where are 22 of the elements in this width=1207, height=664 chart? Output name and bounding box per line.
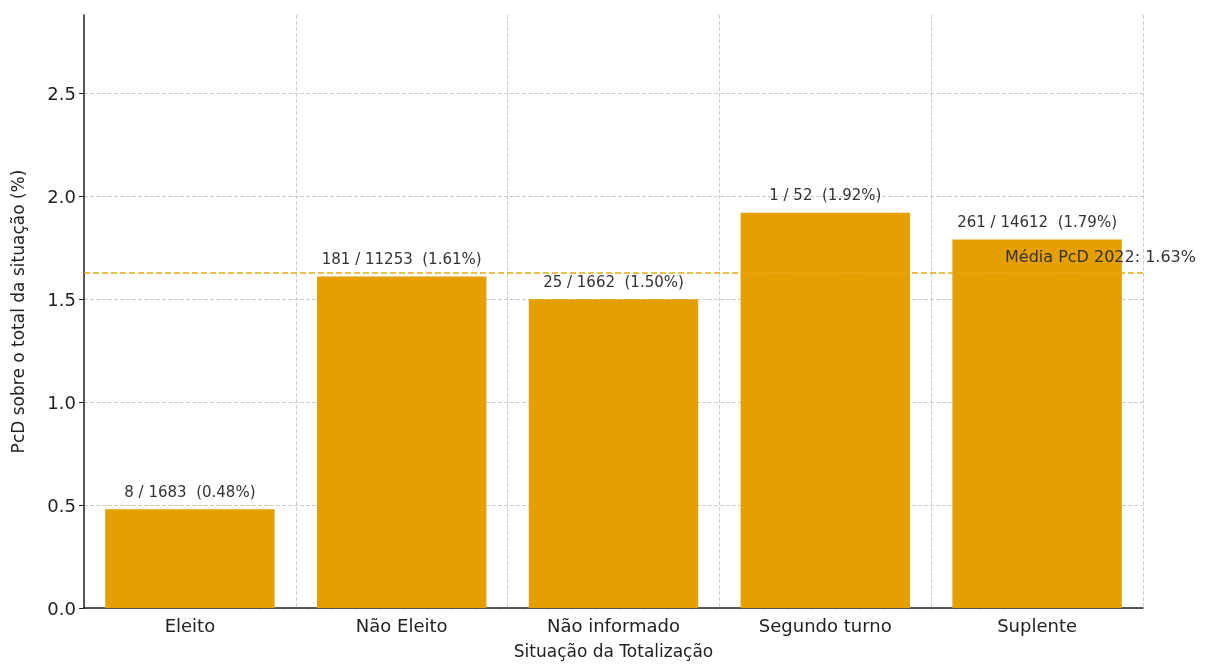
y-tick-label: 2.5 [47, 82, 76, 104]
data-label: 1 / 52 (1.92%) [769, 186, 882, 205]
data-label: 8 / 1683 (0.48%) [124, 482, 256, 501]
bar [105, 509, 275, 608]
y-tick-label: 1.5 [47, 288, 76, 310]
x-axis-title: Situação da Totalização [513, 640, 714, 661]
x-tick-label: Não Eleito [355, 614, 448, 636]
bar [528, 299, 699, 608]
y-axis-title: PcD sobre o total da situação (%) [7, 169, 28, 454]
x-tick-label: Eleito [164, 614, 216, 636]
x-tick-label: Não informado [546, 614, 681, 636]
x-tick-label: Segundo turno [758, 614, 892, 636]
data-label: 261 / 14612 (1.79%) [957, 212, 1118, 231]
y-tick-label: 0.5 [47, 494, 76, 516]
x-tick-label: Suplente [997, 614, 1078, 636]
y-tick-label: 2.0 [47, 185, 76, 207]
data-label: 181 / 11253 (1.61%) [321, 250, 482, 268]
y-tick-label: 0.0 [47, 597, 76, 619]
y-tick-label: 1.0 [47, 391, 76, 413]
data-label: 25 / 1662 (1.50%) [543, 272, 684, 291]
bar [740, 212, 911, 608]
bar [316, 276, 487, 608]
